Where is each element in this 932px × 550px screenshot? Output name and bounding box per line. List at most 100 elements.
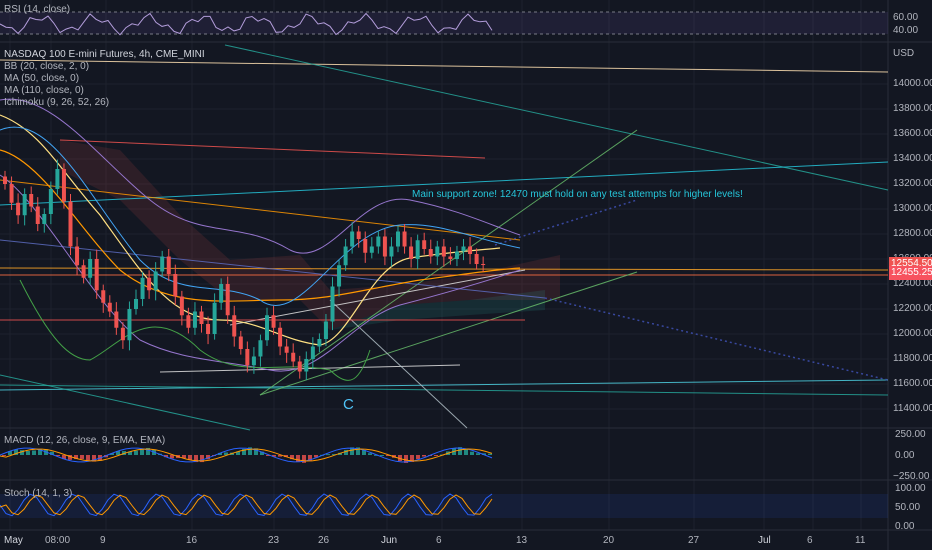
candle — [232, 315, 237, 337]
price-tick: 12000.00 — [893, 328, 932, 339]
indicator-ma50[interactable]: MA (50, close, 0) — [4, 73, 80, 84]
stoch-title: Stoch (14, 1, 3) — [4, 488, 73, 499]
macd-bar — [410, 455, 414, 462]
long-descending-line — [224, 44, 889, 191]
indicator-ichimoku[interactable]: Ichimoku (9, 26, 52, 26) — [4, 97, 110, 108]
macd-line — [0, 447, 493, 463]
blue-dotted-down — [0, 239, 546, 299]
candle — [428, 249, 433, 257]
candle — [61, 169, 66, 202]
candle — [382, 236, 387, 257]
indicator-ma110[interactable]: MA (110, close, 0) — [4, 85, 84, 96]
price-tick: 12400.00 — [893, 278, 932, 289]
time-tick: 23 — [268, 535, 280, 546]
time-tick: 11 — [855, 535, 866, 546]
candle — [153, 271, 158, 291]
projection-down — [544, 297, 889, 381]
candle — [134, 299, 138, 309]
candle — [323, 321, 328, 339]
red-trendline — [59, 139, 486, 159]
macd-bar — [434, 455, 438, 456]
cloud-red — [60, 140, 560, 330]
candle — [265, 315, 269, 341]
price-tick: 11600.00 — [893, 378, 932, 389]
bb-upper — [0, 98, 521, 254]
candle — [88, 259, 93, 278]
candle — [474, 254, 479, 264]
candle — [337, 265, 342, 287]
candle — [75, 246, 80, 266]
candle — [297, 361, 302, 372]
time-tick: 6 — [436, 535, 442, 546]
candle — [179, 296, 184, 316]
macd-bar — [356, 447, 360, 455]
macd-bar — [62, 455, 66, 460]
macd-bar — [86, 455, 90, 461]
candle — [68, 201, 73, 247]
macd-bar — [272, 455, 276, 457]
macd-bar — [368, 453, 372, 455]
signal-line — [0, 448, 493, 462]
time-tick: 27 — [688, 535, 700, 546]
price-tick: 13400.00 — [893, 153, 932, 164]
macd-tick-0: 0.00 — [895, 450, 915, 461]
rsi-title: RSI (14, close) — [4, 4, 71, 15]
time-tick: Jul — [758, 535, 771, 546]
macd-bar — [116, 451, 120, 455]
candle — [304, 359, 309, 372]
price-tick: 12200.00 — [893, 303, 932, 314]
macd-bar — [2, 455, 6, 456]
candle — [173, 274, 178, 297]
falling-gray — [329, 299, 468, 429]
candle — [251, 356, 256, 366]
macd-bar — [260, 451, 264, 455]
macd-bar — [140, 448, 144, 455]
down-line-lower — [0, 374, 251, 431]
macd-bar — [254, 448, 258, 455]
macd-bar — [422, 455, 426, 457]
symbol-title[interactable]: NASDAQ 100 E-mini Futures, 4h, CME_MINI — [4, 49, 205, 60]
time-tick: 13 — [516, 535, 528, 546]
macd-bar — [488, 453, 492, 455]
candle — [225, 284, 230, 316]
wave-label-c: C — [343, 396, 354, 413]
macd-bar — [170, 455, 174, 459]
rsi-tick-40: 40.00 — [893, 25, 919, 36]
candle — [389, 246, 394, 257]
macd-bar — [290, 455, 294, 460]
candle — [219, 284, 224, 303]
macd-tick-neg250: −250.00 — [893, 471, 930, 482]
candle — [369, 246, 374, 253]
candle — [48, 189, 53, 214]
candle — [284, 346, 289, 353]
stoch-tick-50: 50.00 — [895, 502, 921, 513]
candle — [127, 309, 132, 341]
candles — [3, 159, 486, 381]
indicator-bb[interactable]: BB (20, close, 2, 0) — [4, 61, 90, 72]
price-tick: 11800.00 — [893, 353, 932, 364]
macd-bar — [80, 455, 84, 459]
macd-title: MACD (12, 26, close, 9, EMA, EMA) — [4, 435, 166, 446]
macd-bar — [56, 455, 60, 456]
time-tick: 6 — [807, 535, 813, 546]
candle — [396, 231, 400, 247]
macd-bar — [338, 452, 342, 455]
macd-bar — [344, 449, 348, 455]
candle — [271, 315, 276, 328]
candle — [94, 259, 99, 291]
macd-bar — [110, 453, 114, 455]
candle — [114, 311, 119, 328]
support-annotation: Main support zone! 12470 must hold on an… — [412, 189, 743, 200]
candle — [245, 349, 250, 366]
candle — [160, 256, 165, 272]
trendlines — [0, 44, 889, 431]
candle — [120, 327, 125, 341]
candle — [310, 346, 315, 359]
macd-bar — [416, 455, 420, 460]
horizontal-resistance — [0, 59, 889, 73]
candle — [16, 202, 21, 216]
macd-bar — [314, 455, 318, 458]
candle — [317, 339, 322, 347]
